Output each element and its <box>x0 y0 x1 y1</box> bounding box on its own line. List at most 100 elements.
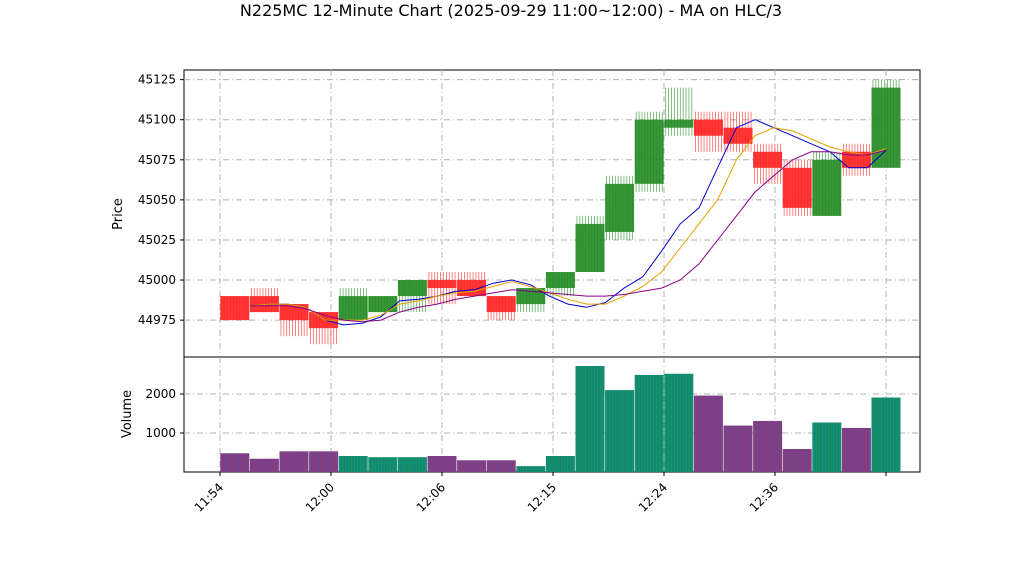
candle-body <box>871 87 901 168</box>
x-tick-label: 12:24 <box>636 480 670 514</box>
candle <box>397 280 427 313</box>
volume-bar <box>664 373 694 472</box>
candle-body <box>664 119 694 128</box>
x-tick-label: 12:15 <box>525 480 559 514</box>
candle-body <box>575 223 605 273</box>
candle <box>486 296 516 321</box>
candle <box>605 175 635 240</box>
volume-bar-rect <box>516 466 546 472</box>
candle <box>249 288 279 313</box>
price-ytick-label: 45050 <box>138 193 176 207</box>
volume-bar <box>220 453 250 472</box>
volume-bar-rect <box>812 422 842 472</box>
volume-bar-rect <box>605 390 635 472</box>
candle-body <box>634 119 664 184</box>
volume-bar-rect <box>664 373 694 472</box>
candle <box>812 151 842 216</box>
price-y-ticks: 44975 45000 45025 45050 45075 45100 45125 <box>138 73 184 327</box>
candle <box>782 159 812 216</box>
candle-body <box>397 280 427 297</box>
price-ytick-label: 45000 <box>138 273 176 287</box>
x-tick-label: 12:06 <box>414 480 448 514</box>
candle <box>841 143 871 176</box>
volume-bar <box>427 456 457 472</box>
candle <box>753 143 783 184</box>
volume-bar <box>871 397 901 472</box>
volume-bar <box>545 456 575 472</box>
candle <box>693 111 723 152</box>
candle-body <box>545 272 575 289</box>
candle-body <box>457 280 487 297</box>
candle-body <box>486 296 516 313</box>
volume-bar-rect <box>841 427 871 472</box>
candle <box>368 296 398 313</box>
volume-bar <box>486 460 516 472</box>
volume-bar <box>753 420 783 472</box>
candle <box>338 288 368 321</box>
price-ytick-label: 45125 <box>138 73 176 87</box>
candle-body <box>220 296 250 321</box>
volume-axis-label: Volume <box>120 390 135 438</box>
volume-bar <box>338 456 368 472</box>
volume-bar <box>605 390 635 472</box>
volume-bar <box>516 466 546 472</box>
volume-bar <box>309 451 339 472</box>
volume-bar <box>693 395 723 472</box>
candle <box>220 296 250 321</box>
price-axis-label: Price <box>111 198 126 230</box>
volume-bar <box>634 374 664 472</box>
price-ytick-label: 45025 <box>138 233 176 247</box>
candle <box>634 111 664 192</box>
ma-line <box>250 149 887 323</box>
volume-bar <box>723 425 753 472</box>
moving-average-lines <box>249 119 887 326</box>
candle-body <box>309 312 339 329</box>
volume-bar-rect <box>871 397 901 472</box>
candle-body <box>368 296 398 313</box>
candle <box>871 79 901 168</box>
volume-bar-rect <box>457 460 487 472</box>
price-ytick-label: 45075 <box>138 153 176 167</box>
volume-bar <box>812 422 842 472</box>
volume-bar-rect <box>693 395 723 472</box>
volume-bar <box>368 457 398 472</box>
volume-bars <box>220 365 901 472</box>
chart-title: N225MC 12-Minute Chart (2025-09-29 11:00… <box>240 1 782 20</box>
volume-bar <box>397 457 427 472</box>
price-candles <box>220 79 901 345</box>
x-axis-ticks: 11:54 12:00 12:06 12:15 12:24 12:36 <box>192 472 887 515</box>
candle <box>575 215 605 273</box>
x-tick-label: 11:54 <box>192 480 226 514</box>
volume-y-ticks: 1000 2000 <box>145 387 184 440</box>
price-ytick-label: 45100 <box>138 113 176 127</box>
candle-body <box>338 296 368 321</box>
volume-bar <box>457 460 487 472</box>
candle <box>309 312 339 345</box>
candle-body <box>723 127 753 144</box>
candle-body <box>841 151 871 168</box>
volume-bar <box>841 427 871 472</box>
x-tick-label: 12:36 <box>747 480 781 514</box>
volume-bar-rect <box>634 374 664 472</box>
candle-body <box>782 167 812 208</box>
volume-bar <box>575 365 605 472</box>
candle <box>427 272 457 305</box>
volume-ytick-label: 2000 <box>145 387 176 401</box>
volume-bar <box>782 449 812 472</box>
volume-ytick-label: 1000 <box>145 426 176 440</box>
ma-line <box>249 127 887 321</box>
candle-body <box>812 159 842 216</box>
candle-body <box>753 151 783 168</box>
volume-bar-rect <box>486 460 516 472</box>
volume-bar-rect <box>753 420 783 472</box>
candle-body <box>693 119 723 136</box>
volume-bar <box>279 451 309 472</box>
x-tick-label: 12:00 <box>303 480 337 514</box>
candle-body <box>605 183 635 232</box>
volume-bar <box>249 458 279 472</box>
volume-bar-rect <box>575 365 605 472</box>
candle <box>664 87 694 136</box>
price-ytick-label: 44975 <box>138 313 176 327</box>
